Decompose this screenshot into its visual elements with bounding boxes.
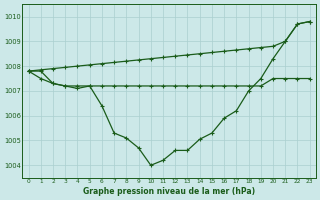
X-axis label: Graphe pression niveau de la mer (hPa): Graphe pression niveau de la mer (hPa) [83,187,255,196]
